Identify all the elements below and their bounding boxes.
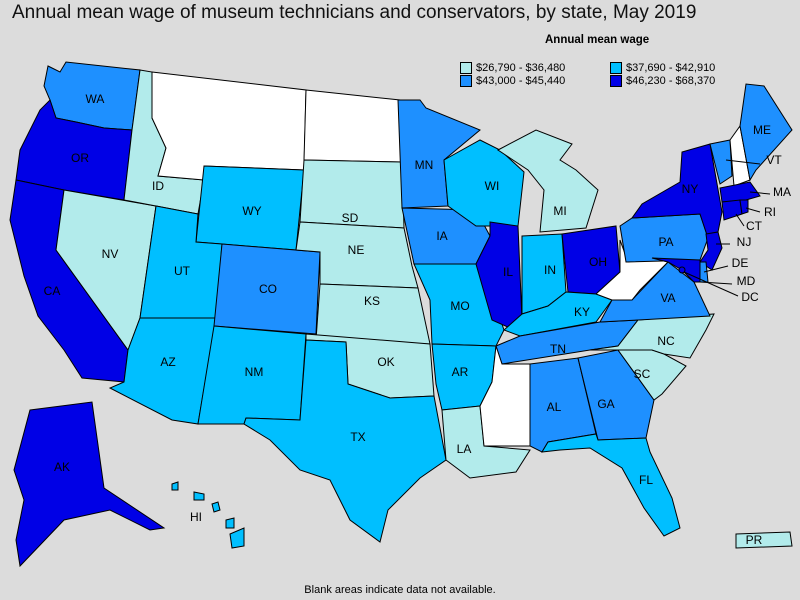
state-label-MA: MA	[773, 185, 791, 199]
state-label-KY: KY	[574, 305, 590, 319]
legend-item-tier3: $43,000 - $45,440	[460, 75, 610, 87]
state-HI[interactable]	[171, 481, 245, 549]
state-label-IA: IA	[436, 229, 447, 243]
state-label-AZ: AZ	[160, 355, 175, 369]
state-TX[interactable]	[243, 339, 447, 543]
legend-label-tier4: $46,230 - $68,370	[626, 75, 716, 87]
state-label-NC: NC	[657, 334, 675, 348]
state-NY[interactable]	[630, 143, 723, 239]
leader-line-RI	[745, 207, 761, 213]
legend: Annual mean wage $26,790 - $36,480 $37,6…	[460, 34, 720, 87]
state-label-MD: MD	[737, 274, 756, 288]
state-RI[interactable]	[739, 199, 749, 215]
state-label-RI: RI	[764, 205, 776, 219]
state-label-LA: LA	[457, 442, 472, 456]
state-label-WI: WI	[485, 179, 500, 193]
state-label-DE: DE	[732, 256, 749, 270]
state-label-IN: IN	[544, 263, 556, 277]
state-label-TN: TN	[550, 342, 566, 356]
state-label-DC: DC	[741, 290, 759, 304]
footnote: Blank areas indicate data not available.	[304, 584, 496, 596]
leader-line-MA	[749, 191, 771, 195]
leader-line-DC	[683, 271, 739, 297]
state-label-ID: ID	[152, 179, 164, 193]
state-label-NV: NV	[102, 247, 119, 261]
legend-swatch-tier4	[610, 75, 622, 87]
state-label-VA: VA	[660, 291, 675, 305]
state-label-AR: AR	[452, 365, 469, 379]
state-MI[interactable]	[497, 129, 599, 233]
state-ND[interactable]	[303, 89, 403, 163]
state-label-MN: MN	[415, 158, 434, 172]
state-label-WY: WY	[242, 204, 261, 218]
state-PR[interactable]	[735, 531, 793, 549]
state-MS[interactable]	[479, 345, 531, 447]
leader-line-CT	[735, 213, 745, 227]
state-label-PR: PR	[746, 533, 763, 547]
state-AK[interactable]	[13, 401, 166, 568]
state-label-CT: CT	[746, 219, 763, 233]
state-MD[interactable]	[651, 257, 701, 283]
state-label-AL: AL	[547, 400, 562, 414]
state-label-OH: OH	[589, 255, 607, 269]
state-label-GA: GA	[597, 397, 614, 411]
legend-item-tier4: $46,230 - $68,370	[610, 75, 720, 87]
state-label-HI: HI	[190, 510, 202, 524]
legend-label-tier3: $43,000 - $45,440	[476, 75, 566, 87]
state-KS[interactable]	[315, 283, 431, 345]
state-label-VT: VT	[766, 153, 782, 167]
state-label-NY: NY	[682, 182, 699, 196]
state-label-CA: CA	[44, 284, 61, 298]
state-label-KS: KS	[364, 294, 380, 308]
state-label-IL: IL	[503, 265, 513, 279]
state-label-AK: AK	[54, 460, 70, 474]
leader-line-DE	[703, 265, 729, 273]
state-label-NM: NM	[245, 365, 264, 379]
legend-label-tier1: $26,790 - $36,480	[476, 62, 566, 74]
state-label-NJ: NJ	[737, 235, 752, 249]
legend-grid: $26,790 - $36,480 $37,690 - $42,910 $43,…	[460, 62, 720, 87]
state-label-ME: ME	[753, 123, 771, 137]
legend-swatch-tier1	[460, 62, 472, 74]
state-label-UT: UT	[174, 264, 191, 278]
state-MN[interactable]	[397, 99, 481, 209]
state-MT[interactable]	[151, 71, 307, 181]
state-WI[interactable]	[443, 139, 525, 227]
state-label-WA: WA	[86, 92, 105, 106]
leader-line-MD	[699, 281, 733, 285]
state-label-PA: PA	[658, 235, 673, 249]
state-label-OR: OR	[71, 151, 89, 165]
state-label-FL: FL	[639, 473, 653, 487]
state-VT[interactable]	[709, 139, 733, 185]
legend-swatch-tier2	[610, 62, 622, 74]
state-DC[interactable]	[678, 266, 686, 274]
state-label-TX: TX	[350, 430, 365, 444]
state-label-OK: OK	[377, 355, 394, 369]
state-label-MI: MI	[553, 204, 566, 218]
legend-item-tier2: $37,690 - $42,910	[610, 62, 720, 74]
state-NC[interactable]	[589, 313, 715, 359]
leader-line-VT	[725, 159, 761, 165]
state-ME[interactable]	[739, 83, 793, 182]
legend-swatch-tier3	[460, 75, 472, 87]
legend-label-tier2: $37,690 - $42,910	[626, 62, 716, 74]
legend-item-tier1: $26,790 - $36,480	[460, 62, 610, 74]
map-title: Annual mean wage of museum technicians a…	[12, 2, 697, 23]
state-GA[interactable]	[577, 349, 655, 441]
state-CT[interactable]	[721, 199, 743, 221]
legend-title: Annual mean wage	[545, 34, 650, 46]
state-IL[interactable]	[475, 221, 523, 329]
state-label-SC: SC	[634, 367, 651, 381]
state-MA[interactable]	[719, 181, 761, 203]
state-label-NE: NE	[348, 243, 365, 257]
state-label-SD: SD	[342, 211, 359, 225]
state-label-MO: MO	[450, 299, 469, 313]
state-label-CO: CO	[259, 282, 277, 296]
state-FL[interactable]	[541, 433, 681, 537]
